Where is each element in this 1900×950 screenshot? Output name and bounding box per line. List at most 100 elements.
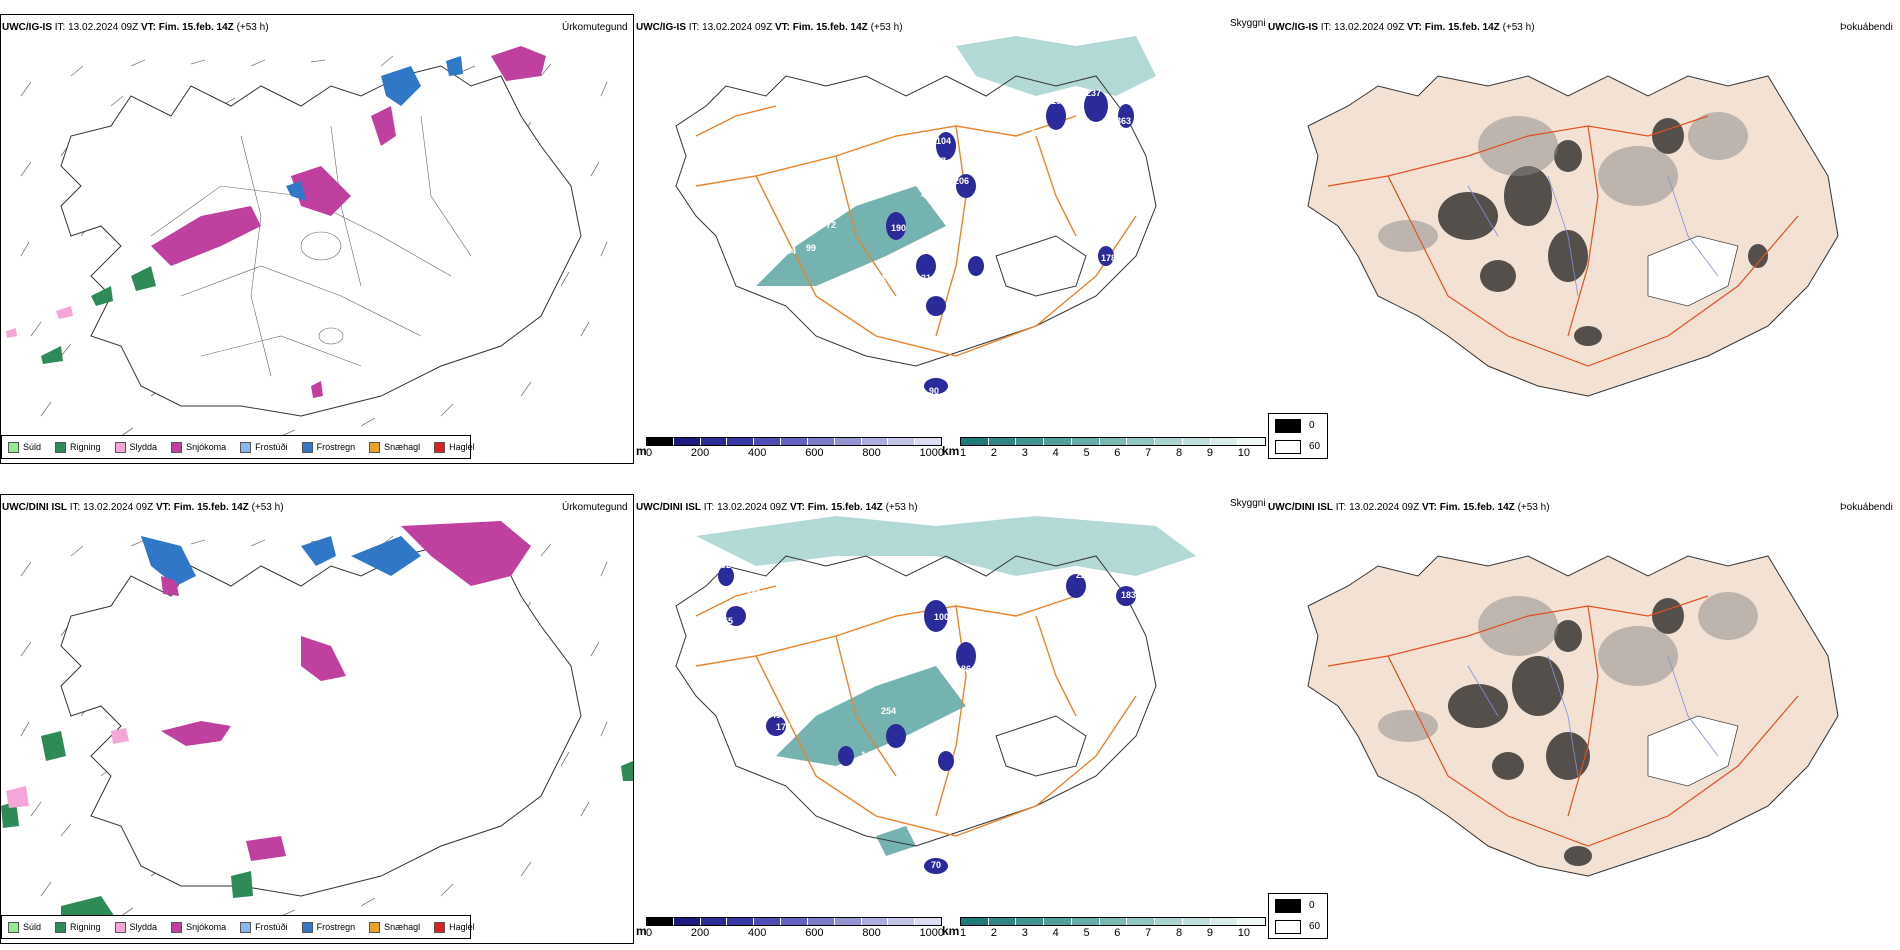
tick-label: 800 bbox=[862, 927, 881, 939]
legend-label: Haglél bbox=[449, 442, 475, 452]
field-label-precip: Úrkomutegund bbox=[562, 22, 628, 33]
cbar-seg bbox=[727, 438, 755, 445]
tick-label: 400 bbox=[748, 447, 767, 459]
cloud-labels: 195 237 183 363 148 104 97 206 417 188 6… bbox=[781, 88, 1131, 396]
rivers bbox=[1467, 655, 1719, 777]
legend-item: Slydda bbox=[114, 441, 157, 453]
visibility-unit: km bbox=[942, 444, 960, 458]
cloud-label: 72 bbox=[826, 220, 836, 230]
cloud-label: 97 bbox=[936, 156, 946, 166]
cbar-seg bbox=[700, 438, 728, 445]
height-ticks: 0 200 400 600 800 1000 bbox=[646, 447, 944, 459]
cloud-label: 90 bbox=[929, 386, 939, 396]
cloud-labels: 227 183 86 82 100 108 186 241 186 92 155… bbox=[718, 560, 1136, 872]
cloud-label: 92 bbox=[721, 560, 731, 570]
roads bbox=[1327, 595, 1799, 847]
cbar-seg bbox=[1238, 918, 1266, 925]
cloud-label: 99 bbox=[806, 243, 816, 253]
field-label-cloud: Skyggni bbox=[1230, 498, 1266, 509]
visibility-shading bbox=[776, 666, 966, 766]
cloud-label: 254 bbox=[781, 246, 796, 256]
cloud-label: 183 bbox=[1076, 118, 1091, 128]
cloud-label: 69 bbox=[816, 192, 826, 202]
fog-legend: 0 60 bbox=[1268, 893, 1328, 939]
cloud-label: 183 bbox=[1121, 590, 1136, 600]
legend-item: Frostúði bbox=[240, 441, 288, 453]
cbar-seg bbox=[1071, 438, 1100, 445]
tick-label: 6 bbox=[1114, 447, 1121, 459]
legend-item: Haglél bbox=[434, 921, 475, 933]
cloud-label: 104 bbox=[936, 136, 951, 146]
legend-label: Frostregn bbox=[316, 442, 356, 452]
cbar-seg bbox=[915, 438, 941, 445]
legend-label: Frostregn bbox=[316, 922, 356, 932]
fog-shading-light bbox=[1378, 592, 1758, 742]
precip-snow-areas bbox=[161, 521, 531, 861]
height-unit: m bbox=[636, 924, 647, 938]
height-colorbar bbox=[646, 917, 942, 926]
cbar-seg bbox=[861, 918, 889, 925]
legend-item: Slydda bbox=[114, 921, 158, 933]
cloud-label: 195 bbox=[1051, 96, 1066, 106]
tick-label: 200 bbox=[690, 927, 710, 939]
cbar-seg bbox=[1016, 918, 1045, 925]
lead-time: (+53 h) bbox=[251, 502, 284, 513]
iceland-outline bbox=[675, 75, 1157, 367]
legend-item: Snjókoma bbox=[171, 921, 226, 933]
tick-label: 1000 bbox=[919, 927, 944, 939]
legend-label: Rigning bbox=[70, 922, 101, 932]
legend-item: Súld bbox=[8, 921, 41, 933]
cloud-label: 82 bbox=[1031, 592, 1041, 602]
tick-label: 2 bbox=[990, 447, 997, 459]
cloud-label: 86 bbox=[1031, 572, 1041, 582]
tick-label: 5 bbox=[1083, 447, 1090, 459]
cbar-seg bbox=[754, 438, 782, 445]
cbar-seg bbox=[834, 918, 862, 925]
cloud-label: 241 bbox=[746, 588, 761, 598]
cloud-label: 100 bbox=[934, 612, 949, 622]
precip-legend: Súld Rigning Slydda Snjókoma Frostúði Fr… bbox=[1, 915, 475, 939]
cbar-seg bbox=[1016, 438, 1045, 445]
cbar-seg bbox=[647, 438, 674, 445]
precip-legend: Súld Rigning Slydda Snjókoma Frostúði Fr… bbox=[1, 435, 475, 459]
vt-value: Fim. 15.feb. 14Z bbox=[158, 22, 234, 33]
glacier bbox=[1647, 235, 1739, 307]
cbar-seg bbox=[754, 918, 782, 925]
field-label-fog: Þokuábendi bbox=[1840, 502, 1893, 513]
lead-time: (+53 h) bbox=[870, 22, 903, 33]
legend-item: Frostregn bbox=[301, 441, 356, 453]
fog-legend: 0 60 bbox=[1268, 413, 1328, 459]
tick-label: 0 bbox=[646, 447, 653, 459]
height-colorbar bbox=[646, 437, 942, 446]
cloud-label: 174 bbox=[776, 722, 791, 732]
precip-sleet-areas bbox=[6, 306, 73, 338]
legend-item: Rigning bbox=[55, 921, 101, 933]
field-label-cloud: Skyggni bbox=[1230, 18, 1266, 29]
tick-label: 7 bbox=[1145, 447, 1152, 459]
cloud-label: 186 bbox=[956, 664, 971, 674]
cloud-label: 108 bbox=[926, 634, 941, 644]
tick-label: 8 bbox=[1176, 447, 1183, 459]
legend-label: Snjókoma bbox=[186, 442, 227, 452]
vt-label: VT: bbox=[789, 502, 805, 513]
cloud-label: 363 bbox=[1116, 116, 1131, 126]
legend-label: Frostúði bbox=[255, 922, 288, 932]
cloud-blobs bbox=[886, 90, 1134, 394]
legend-item: Snæhagl bbox=[369, 441, 420, 453]
cloud-label: 178 bbox=[1101, 253, 1116, 263]
tick-label: 200 bbox=[690, 447, 710, 459]
roads bbox=[695, 585, 1137, 837]
legend-label: Slydda bbox=[129, 922, 158, 932]
cbar-seg bbox=[915, 918, 941, 925]
legend-swatch bbox=[240, 921, 252, 933]
legend-swatch bbox=[240, 441, 252, 453]
cloud-label: 155 bbox=[718, 616, 733, 626]
cloud-label: 188 bbox=[981, 190, 996, 200]
cbar-seg bbox=[961, 918, 989, 925]
cbar-seg bbox=[781, 918, 808, 925]
cbar-seg bbox=[727, 918, 755, 925]
visibility-shading bbox=[876, 826, 916, 856]
precip-frz-rain-areas bbox=[141, 536, 421, 586]
fog-swatch-low bbox=[1275, 920, 1301, 934]
visibility-ticks: 1 2 3 4 5 6 7 8 9 10 bbox=[960, 447, 1250, 459]
